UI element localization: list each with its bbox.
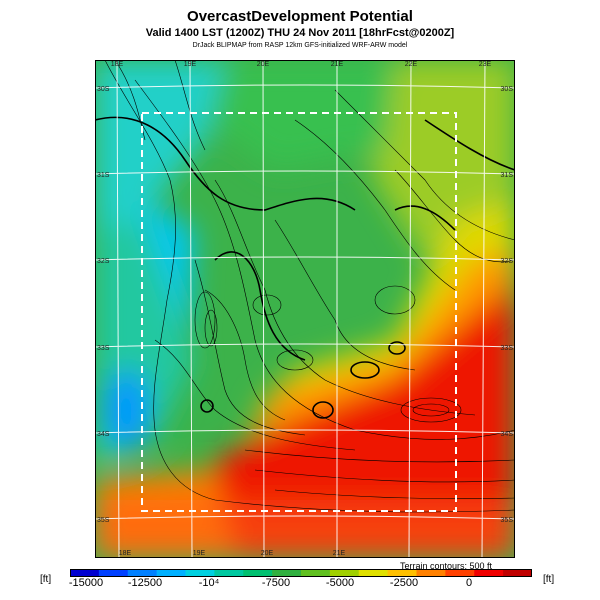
- lat-label: 33S: [501, 345, 514, 352]
- colorbar-swatch: [445, 569, 475, 577]
- lon-label: 22E: [405, 61, 418, 68]
- field-red-south: [195, 280, 515, 558]
- colorbar-swatch: [503, 569, 532, 577]
- lon-labels-top: 18E 19E 20E 21E 22E 23E: [111, 61, 492, 68]
- colorbar-swatch: [358, 569, 389, 577]
- latlon-grid: [95, 60, 515, 558]
- lat-label: 31S: [97, 172, 110, 179]
- colorbar-tick-label: -2500: [389, 577, 419, 589]
- chart-subtitle: Valid 1400 LST (1200Z) THU 24 Nov 2011 […: [145, 27, 455, 39]
- colorbar-tick-label: -7500: [261, 577, 291, 589]
- lat-label: 35S: [97, 517, 110, 524]
- chart-title: OvercastDevelopment Potential: [187, 8, 413, 25]
- chart-source-line: DrJack BLIPMAP from RASP 12km GFS-initia…: [192, 42, 408, 49]
- field-orange-band: [245, 250, 515, 440]
- color-bar: [70, 569, 532, 577]
- field-blue-spot: [105, 370, 149, 450]
- lon-label: 18E: [119, 550, 132, 557]
- lat-label: 31S: [501, 172, 514, 179]
- lat-label: 34S: [501, 431, 514, 438]
- lat-label: 30S: [97, 86, 110, 93]
- inner-domain-box: [141, 112, 457, 512]
- lon-label: 20E: [261, 550, 274, 557]
- colorbar-tick-label: -5000: [325, 577, 355, 589]
- lat-label: 30S: [501, 86, 514, 93]
- lon-label: 23E: [479, 61, 492, 68]
- colorbar-swatch: [387, 569, 418, 577]
- colorbar-swatch: [70, 569, 100, 577]
- lon-label: 20E: [257, 61, 270, 68]
- colorbar-border: [70, 569, 532, 577]
- field-yellow-band: [255, 200, 515, 410]
- field-green-top: [205, 60, 395, 170]
- thick-contours: [95, 116, 515, 419]
- colorbar-swatch: [214, 569, 244, 577]
- colorbar-swatch: [98, 569, 129, 577]
- colorbar-swatch: [301, 569, 331, 577]
- colorbar-swatch: [127, 569, 158, 577]
- lat-label: 33S: [97, 345, 110, 352]
- unit-label-right: [ft]: [543, 574, 555, 585]
- colorbar-swatch: [156, 569, 187, 577]
- lon-label: 21E: [331, 61, 344, 68]
- terrain-contours: [104, 60, 515, 513]
- colorbar-tick-label: 0: [465, 577, 473, 589]
- colorbar-swatch: [243, 569, 273, 577]
- lon-labels-bottom: 18E 19E 20E 21E: [119, 550, 346, 557]
- colorbar-swatch: [474, 569, 504, 577]
- colorbar-tick-label: -10⁴: [198, 577, 220, 589]
- colorbar-swatch: [272, 569, 302, 577]
- colorbar-swatch: [329, 569, 360, 577]
- lat-labels-left: 30S 31S 32S 33S 34S 35S: [97, 86, 110, 524]
- lat-label: 35S: [501, 517, 514, 524]
- terrain-contour-note: Terrain contours: 500 ft: [400, 561, 493, 571]
- lon-label: 19E: [193, 550, 206, 557]
- colorbar-tick-label: -15000: [68, 577, 104, 589]
- lat-label: 34S: [97, 431, 110, 438]
- colorbar-swatch: [185, 569, 215, 577]
- lat-label: 32S: [501, 258, 514, 265]
- field-orange-low: [95, 500, 515, 558]
- lon-label: 19E: [184, 61, 197, 68]
- forecast-map: 18E 19E 20E 21E 22E 23E 18E 19E 20E 21E …: [95, 60, 515, 558]
- unit-label-left: [ft]: [40, 574, 52, 585]
- lat-label: 32S: [97, 258, 110, 265]
- lon-label: 18E: [111, 61, 124, 68]
- colorbar-tick-label: -12500: [127, 577, 163, 589]
- lat-labels-right: 30S 31S 32S 33S 34S 35S: [501, 86, 514, 524]
- colorbar-swatch: [416, 569, 446, 577]
- lon-label: 21E: [333, 550, 346, 557]
